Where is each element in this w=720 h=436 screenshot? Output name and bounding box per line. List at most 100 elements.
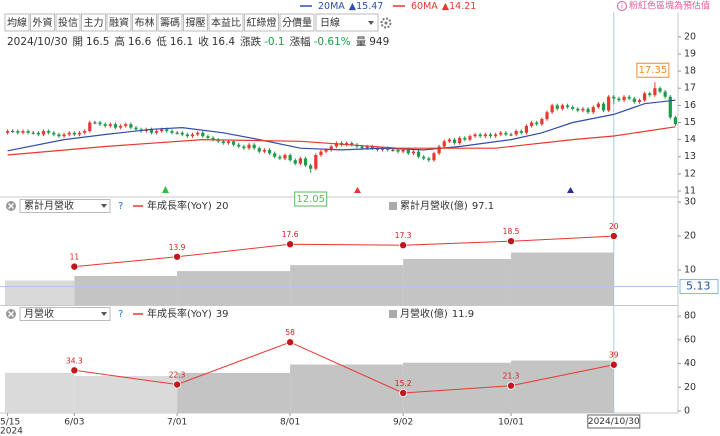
y-tick-label: 20: [684, 31, 696, 42]
candle-body: [129, 124, 133, 128]
candle-body: [406, 149, 410, 154]
candle-body: [154, 131, 159, 133]
y-tick-label: 20: [684, 231, 696, 242]
candle-body: [11, 131, 15, 133]
candle-body: [535, 122, 539, 125]
pane-2-close[interactable]: [6, 201, 16, 211]
yoy-point: [507, 237, 516, 246]
candle-body: [180, 132, 184, 135]
legend-swatch: [389, 310, 397, 318]
info-label: 漲跌: [240, 35, 261, 48]
candle-body: [653, 88, 657, 96]
candle-body: [550, 105, 554, 113]
candle-body: [627, 96, 631, 99]
candle-body: [5, 131, 10, 133]
yoy-point: [173, 380, 182, 389]
yoy-point: [399, 241, 408, 250]
tab-box: [279, 13, 315, 32]
toolbar-tab[interactable]: 融資: [106, 13, 132, 32]
candle-body: [576, 108, 580, 111]
select-box: [19, 199, 111, 213]
revenue-bar: [177, 271, 291, 305]
legend-name: 年成長率(YoY): [147, 307, 212, 320]
yoy-label: 58: [285, 328, 295, 337]
info-value: 16.6: [128, 36, 152, 48]
candle-body: [134, 127, 138, 130]
legend-name: 20MA: [318, 1, 345, 12]
settings-gear[interactable]: [380, 17, 392, 29]
toolbar-tab[interactable]: 紅綠燈: [244, 13, 279, 32]
candle-body: [607, 96, 611, 111]
y-tick-label: 0: [684, 405, 690, 416]
toolbar-tab[interactable]: 籌碼: [157, 13, 183, 32]
candle-body: [591, 107, 595, 113]
candle-body: [509, 134, 513, 136]
crosshair-date: 2024/10/30: [588, 417, 640, 427]
candle-body: [113, 124, 118, 128]
select-box: [19, 307, 111, 321]
select-box: [315, 13, 379, 32]
revenue-bar: [290, 364, 404, 413]
candle-body: [324, 149, 328, 152]
indicator-select[interactable]: 累計月營收: [19, 199, 111, 213]
tab-label: 投信: [58, 16, 78, 29]
help-link[interactable]: ?: [118, 309, 123, 320]
toolbar-tab[interactable]: 投信: [55, 13, 81, 32]
info-value: 16.4: [212, 36, 236, 48]
candle-body: [478, 134, 482, 137]
select-arrow: [101, 312, 107, 316]
info-date: 2024/10/30: [7, 36, 68, 48]
candle-body: [545, 112, 549, 120]
candle-body: [648, 93, 652, 96]
callout-label: 12.05: [296, 194, 325, 205]
candle-body: [622, 96, 626, 101]
legend-value: 39: [216, 309, 229, 320]
help-link[interactable]: ?: [118, 201, 123, 212]
candle-body: [524, 125, 529, 133]
callout-label: 17.35: [639, 65, 668, 76]
toolbar-tab[interactable]: 布林: [132, 13, 157, 32]
candle-body: [586, 108, 590, 113]
x-tick-label: 7/01: [167, 418, 187, 428]
y-tick-label: 60: [684, 334, 696, 345]
candle-body: [442, 141, 446, 147]
toolbar-tab[interactable]: 外資: [30, 13, 55, 32]
candle-body: [463, 137, 467, 140]
yoy-point: [173, 252, 182, 261]
legend-name: 年成長率(YoY): [147, 199, 212, 212]
candle-body: [617, 98, 621, 101]
info-label: 開: [73, 36, 84, 48]
toolbar-tab[interactable]: 均線: [4, 13, 30, 32]
candle-body: [411, 151, 416, 154]
candle-body: [303, 158, 308, 166]
yoy-label: 39: [609, 351, 619, 360]
y-tick-label: 10: [684, 265, 696, 276]
tab-label: 融資: [109, 16, 129, 29]
toolbar-tab[interactable]: 撐壓: [183, 13, 208, 32]
info-value: 16.5: [86, 36, 109, 48]
candle-body: [637, 100, 642, 102]
signal-marker: [567, 187, 574, 193]
candle-body: [365, 146, 369, 149]
pane-3-close[interactable]: [6, 309, 16, 319]
yoy-label: 17.6: [282, 230, 299, 239]
candle-body: [201, 132, 205, 137]
indicator-select[interactable]: 月營收: [19, 307, 111, 321]
tab-label: 籌碼: [160, 16, 180, 29]
toolbar-tab[interactable]: 本益比: [208, 13, 244, 32]
y-tick-label: 40: [684, 358, 696, 369]
legend-name: 60MA: [411, 1, 438, 12]
candle-body: [319, 151, 323, 156]
candle-body: [93, 122, 97, 124]
candle-body: [560, 105, 565, 109]
candle-body: [309, 165, 313, 169]
interval-select[interactable]: 日線: [315, 13, 379, 32]
toolbar-tab[interactable]: 主力: [81, 13, 106, 32]
candle-body: [283, 155, 287, 159]
candle-body: [185, 134, 189, 137]
info-value: 949: [369, 36, 389, 48]
yoy-point: [70, 366, 79, 375]
candle-body: [190, 134, 195, 137]
toolbar-tab[interactable]: 分價量: [279, 13, 315, 32]
select-label: 月營收: [24, 307, 54, 320]
